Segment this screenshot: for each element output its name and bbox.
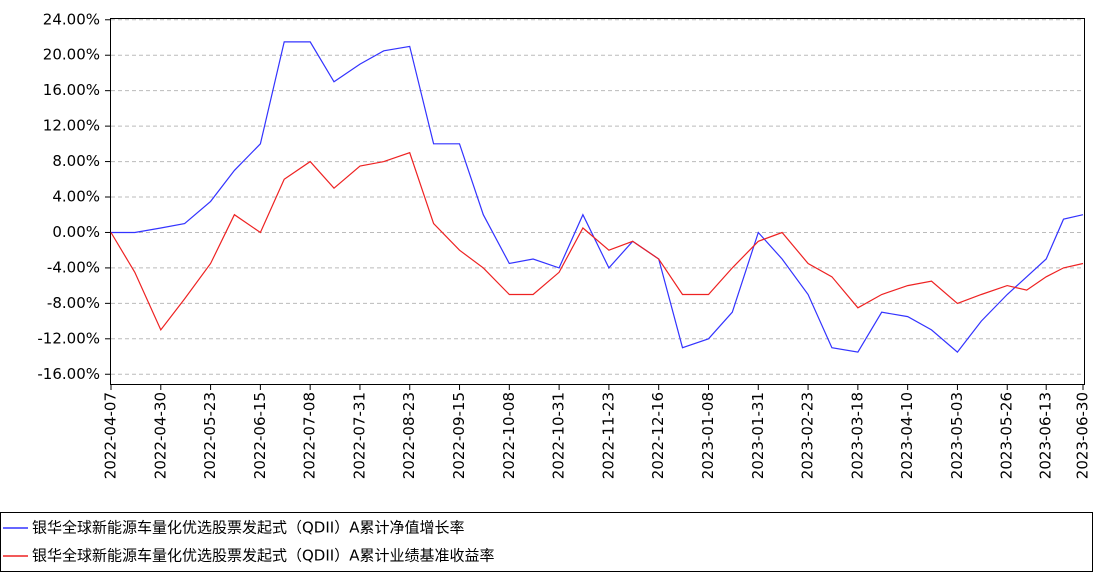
y-tick-label: -16.00% — [37, 365, 100, 383]
x-tick-label: 2022-07-31 — [350, 392, 368, 479]
y-tick-label: -12.00% — [37, 329, 100, 347]
plot-frame — [110, 18, 1085, 385]
x-tick-label: 2023-06-30 — [1074, 392, 1092, 479]
x-tick-label: 2023-01-31 — [749, 392, 767, 479]
y-tick-label: 12.00% — [43, 117, 100, 135]
x-tick-label: 2022-10-08 — [500, 392, 518, 479]
y-tick-label: -4.00% — [47, 258, 100, 276]
y-tick-label: 8.00% — [52, 152, 100, 170]
y-tick-label: -8.00% — [47, 294, 100, 312]
x-tick-label: 2022-04-30 — [151, 392, 169, 479]
x-tick-label: 2023-02-23 — [799, 392, 817, 479]
x-tick-label: 2022-05-23 — [201, 392, 219, 479]
x-tick-label: 2023-05-03 — [948, 392, 966, 479]
x-tick-label: 2023-03-18 — [848, 392, 866, 479]
y-tick-label: 4.00% — [52, 188, 100, 206]
x-tick-label: 2023-05-26 — [998, 392, 1016, 479]
series-line — [111, 41, 1084, 353]
x-tick-label: 2022-10-31 — [550, 392, 568, 479]
x-tick-label: 2022-06-15 — [251, 392, 269, 479]
x-tick-label: 2022-07-08 — [301, 392, 319, 479]
y-tick-label: 20.00% — [43, 46, 100, 64]
x-tick-label: 2022-11-23 — [599, 392, 617, 479]
y-tick-label: 0.00% — [52, 223, 100, 241]
x-tick-label: 2023-06-13 — [1037, 392, 1055, 479]
x-tick-label: 2022-09-15 — [450, 392, 468, 479]
x-tick-label: 2023-04-10 — [898, 392, 916, 479]
legend-label: 银华全球新能源车量化优选股票发起式（QDII）A累计业绩基准收益率 — [32, 547, 494, 565]
series-line — [110, 151, 1084, 332]
x-tick-label: 2022-08-23 — [400, 392, 418, 479]
y-tick-label: 16.00% — [43, 81, 100, 99]
x-tick-label: 2022-04-07 — [102, 392, 120, 479]
y-tick-label: 24.00% — [43, 10, 100, 28]
legend-label: 银华全球新能源车量化优选股票发起式（QDII）A累计净值增长率 — [32, 519, 464, 537]
x-tick-label: 2022-12-16 — [649, 392, 667, 479]
x-tick-label: 2023-01-08 — [699, 392, 717, 479]
